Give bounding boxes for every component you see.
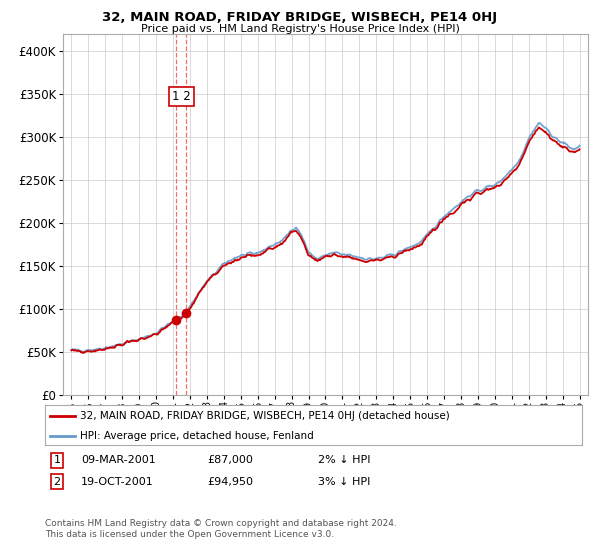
Text: 2% ↓ HPI: 2% ↓ HPI: [318, 455, 371, 465]
Text: 32, MAIN ROAD, FRIDAY BRIDGE, WISBECH, PE14 0HJ: 32, MAIN ROAD, FRIDAY BRIDGE, WISBECH, P…: [103, 11, 497, 24]
Text: 2: 2: [53, 477, 61, 487]
Text: £87,000: £87,000: [207, 455, 253, 465]
Text: 3% ↓ HPI: 3% ↓ HPI: [318, 477, 370, 487]
Text: Price paid vs. HM Land Registry's House Price Index (HPI): Price paid vs. HM Land Registry's House …: [140, 24, 460, 34]
Text: 32, MAIN ROAD, FRIDAY BRIDGE, WISBECH, PE14 0HJ (detached house): 32, MAIN ROAD, FRIDAY BRIDGE, WISBECH, P…: [80, 411, 449, 421]
Text: 09-MAR-2001: 09-MAR-2001: [81, 455, 156, 465]
Text: £94,950: £94,950: [207, 477, 253, 487]
Text: 1: 1: [53, 455, 61, 465]
Text: 1 2: 1 2: [172, 90, 191, 103]
Text: This data is licensed under the Open Government Licence v3.0.: This data is licensed under the Open Gov…: [45, 530, 334, 539]
Text: Contains HM Land Registry data © Crown copyright and database right 2024.: Contains HM Land Registry data © Crown c…: [45, 519, 397, 528]
Text: 19-OCT-2001: 19-OCT-2001: [81, 477, 154, 487]
Text: HPI: Average price, detached house, Fenland: HPI: Average price, detached house, Fenl…: [80, 431, 314, 441]
